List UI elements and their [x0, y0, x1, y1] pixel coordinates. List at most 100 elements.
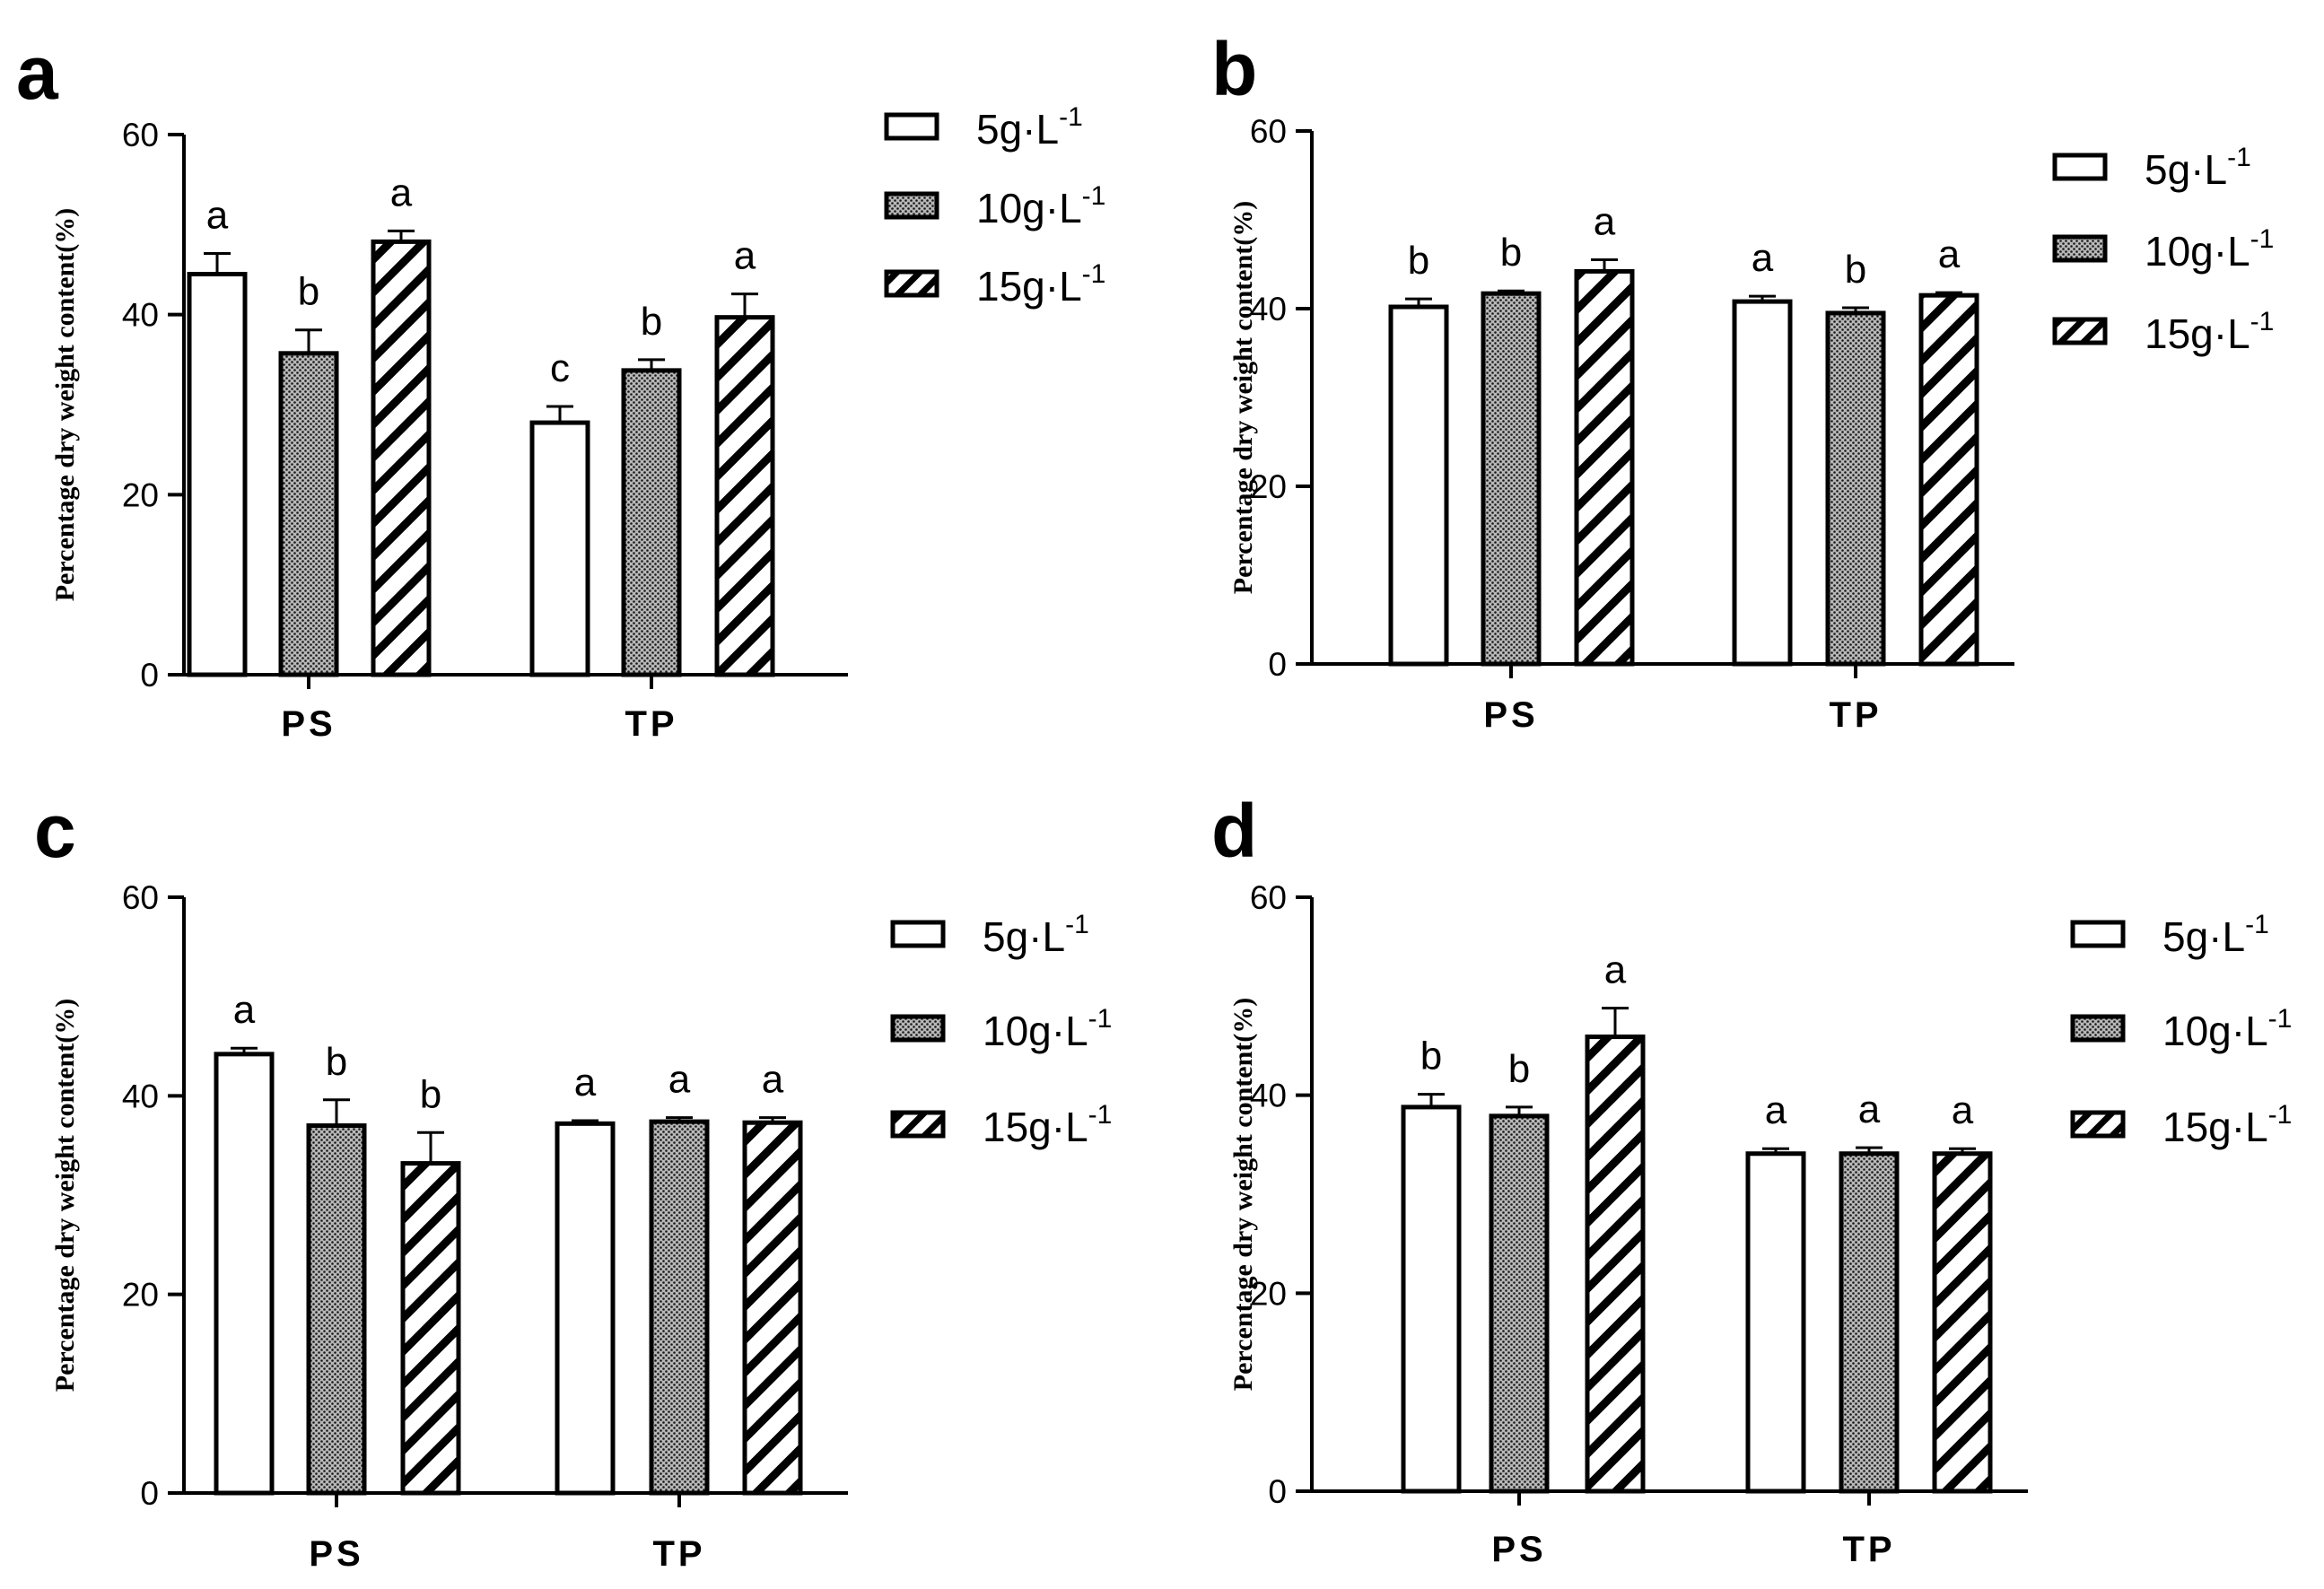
bar-tp-3 [1932, 1151, 1993, 1494]
bar-ps-3 [371, 239, 432, 677]
significance-letter: a [1858, 1087, 1881, 1131]
legend-swatch [884, 112, 939, 141]
significance-letter: a [233, 988, 256, 1032]
legend-label-base: 10g·L [976, 185, 1082, 231]
bar-tp-1 [555, 1121, 616, 1496]
y-tick-label: 20 [122, 476, 159, 513]
y-tick-label: 40 [122, 297, 159, 334]
y-tick-label: 60 [1250, 113, 1287, 150]
y-tick-label: 20 [1250, 468, 1287, 505]
bar-ps-1 [1401, 1104, 1462, 1494]
legend-swatch [2052, 234, 2108, 263]
y-tick-label: 40 [1250, 291, 1287, 327]
bar-tp-3 [742, 1120, 803, 1496]
panel-d: d 0 20 40 60 Percentage dry weight content(%)… [1211, 789, 2292, 1569]
legend-swatch [2070, 920, 2126, 948]
x-tick-label: TP [1842, 1530, 1895, 1569]
significance-letter: a [390, 170, 413, 214]
legend-item: 5g·L-1 [2052, 143, 2251, 193]
significance-letter: b [1500, 231, 1522, 275]
legend-item: 5g·L-1 [2070, 910, 2269, 960]
legend-swatch [884, 191, 939, 220]
y-axis-label: Percentage dry weight content(%) [50, 999, 80, 1393]
significance-letter: b [1420, 1035, 1442, 1078]
legend-label: 15g·L-1 [2162, 1100, 2292, 1150]
legend-label-base: 5g·L [983, 913, 1065, 960]
legend-label: 10g·L-1 [976, 181, 1105, 231]
legend-label-base: 5g·L [976, 106, 1059, 153]
legend-label-sup: -1 [1065, 910, 1089, 939]
bar-tp-1 [529, 420, 590, 677]
legend-label-sup: -1 [1082, 259, 1106, 289]
legend-label: 5g·L-1 [2162, 910, 2269, 960]
x-tick-label: PS [1483, 695, 1538, 735]
x-tick-label: PS [309, 1534, 363, 1574]
bar-ps-3 [400, 1161, 461, 1496]
legend-swatch [2070, 1014, 2126, 1043]
legend-label-base: 5g·L [2162, 913, 2245, 960]
panel-letter: a [16, 31, 59, 115]
legend-label-sup: -1 [2245, 910, 2269, 939]
legend-item: 10g·L-1 [890, 1004, 1112, 1054]
legend-item: 10g·L-1 [2070, 1004, 2292, 1054]
legend-label-sup: -1 [2227, 143, 2251, 172]
legend-item: 15g·L-1 [2052, 307, 2274, 357]
y-tick-label: 60 [122, 117, 159, 153]
legend-item: 15g·L-1 [890, 1100, 1112, 1150]
y-tick-label: 20 [1250, 1275, 1287, 1312]
legend-label-base: 15g·L [983, 1104, 1088, 1150]
legend-swatch [890, 1014, 946, 1043]
bar-ps-3 [1574, 268, 1635, 667]
legend-label-sup: -1 [1088, 1100, 1113, 1130]
y-tick-label: 0 [1268, 1473, 1287, 1510]
legend-label-sup: -1 [2268, 1100, 2293, 1130]
bar-ps-1 [187, 272, 248, 677]
bar-ps-1 [214, 1052, 275, 1496]
significance-letter: a [762, 1058, 784, 1102]
significance-letter: a [734, 234, 756, 278]
legend-label-base: 15g·L [2162, 1104, 2268, 1150]
x-tick-label: PS [1491, 1530, 1546, 1569]
significance-letter: a [574, 1061, 597, 1104]
legend-label: 10g·L-1 [2162, 1004, 2292, 1054]
legend-label: 15g·L-1 [983, 1100, 1112, 1150]
significance-letter: b [1845, 248, 1866, 292]
legend-label: 5g·L-1 [2145, 143, 2251, 193]
bar-tp-1 [1732, 299, 1793, 667]
panels-root: a 0 20 40 60 Percentage dry weight content(%)… [16, 27, 2292, 1574]
y-axis-label: Percentage dry weight content(%) [1228, 201, 1258, 595]
bar-tp-2 [649, 1119, 710, 1496]
y-tick-label: 40 [1250, 1078, 1287, 1114]
panel-c: c 0 20 40 60 Percentage dry weight content(%)… [34, 789, 1112, 1574]
legend-swatch [890, 1110, 946, 1139]
panel-letter: b [1211, 27, 1257, 111]
x-tick-label: TP [625, 704, 677, 744]
bar-tp-3 [1918, 292, 1979, 667]
significance-letter: a [1604, 948, 1627, 992]
significance-letter: a [1765, 1088, 1787, 1132]
bar-ps-2 [1481, 291, 1542, 667]
legend-label-base: 15g·L [2145, 310, 2250, 357]
legend-swatch [890, 920, 946, 948]
y-tick-label: 0 [1268, 646, 1287, 683]
legend-label: 10g·L-1 [983, 1004, 1112, 1054]
legend-label-sup: -1 [2250, 224, 2275, 254]
legend-label-sup: -1 [1059, 102, 1083, 132]
legend-label-sup: -1 [2268, 1004, 2293, 1034]
legend-label: 5g·L-1 [983, 910, 1089, 960]
y-tick-label: 60 [1250, 879, 1287, 916]
bar-ps-3 [1585, 1035, 1646, 1494]
significance-letter: a [668, 1058, 691, 1102]
significance-letter: a [1952, 1088, 1974, 1132]
legend-item: 10g·L-1 [2052, 224, 2274, 275]
legend-item: 15g·L-1 [2070, 1100, 2292, 1150]
legend-swatch [2070, 1110, 2126, 1139]
legend-label: 10g·L-1 [2145, 224, 2274, 275]
legend-label: 15g·L-1 [2145, 307, 2274, 357]
y-axis-label: Percentage dry weight content(%) [1228, 998, 1258, 1392]
significance-letter: b [1508, 1047, 1530, 1091]
significance-letter: b [1408, 239, 1429, 283]
bar-ps-2 [306, 1123, 367, 1496]
y-tick-label: 40 [122, 1078, 159, 1114]
